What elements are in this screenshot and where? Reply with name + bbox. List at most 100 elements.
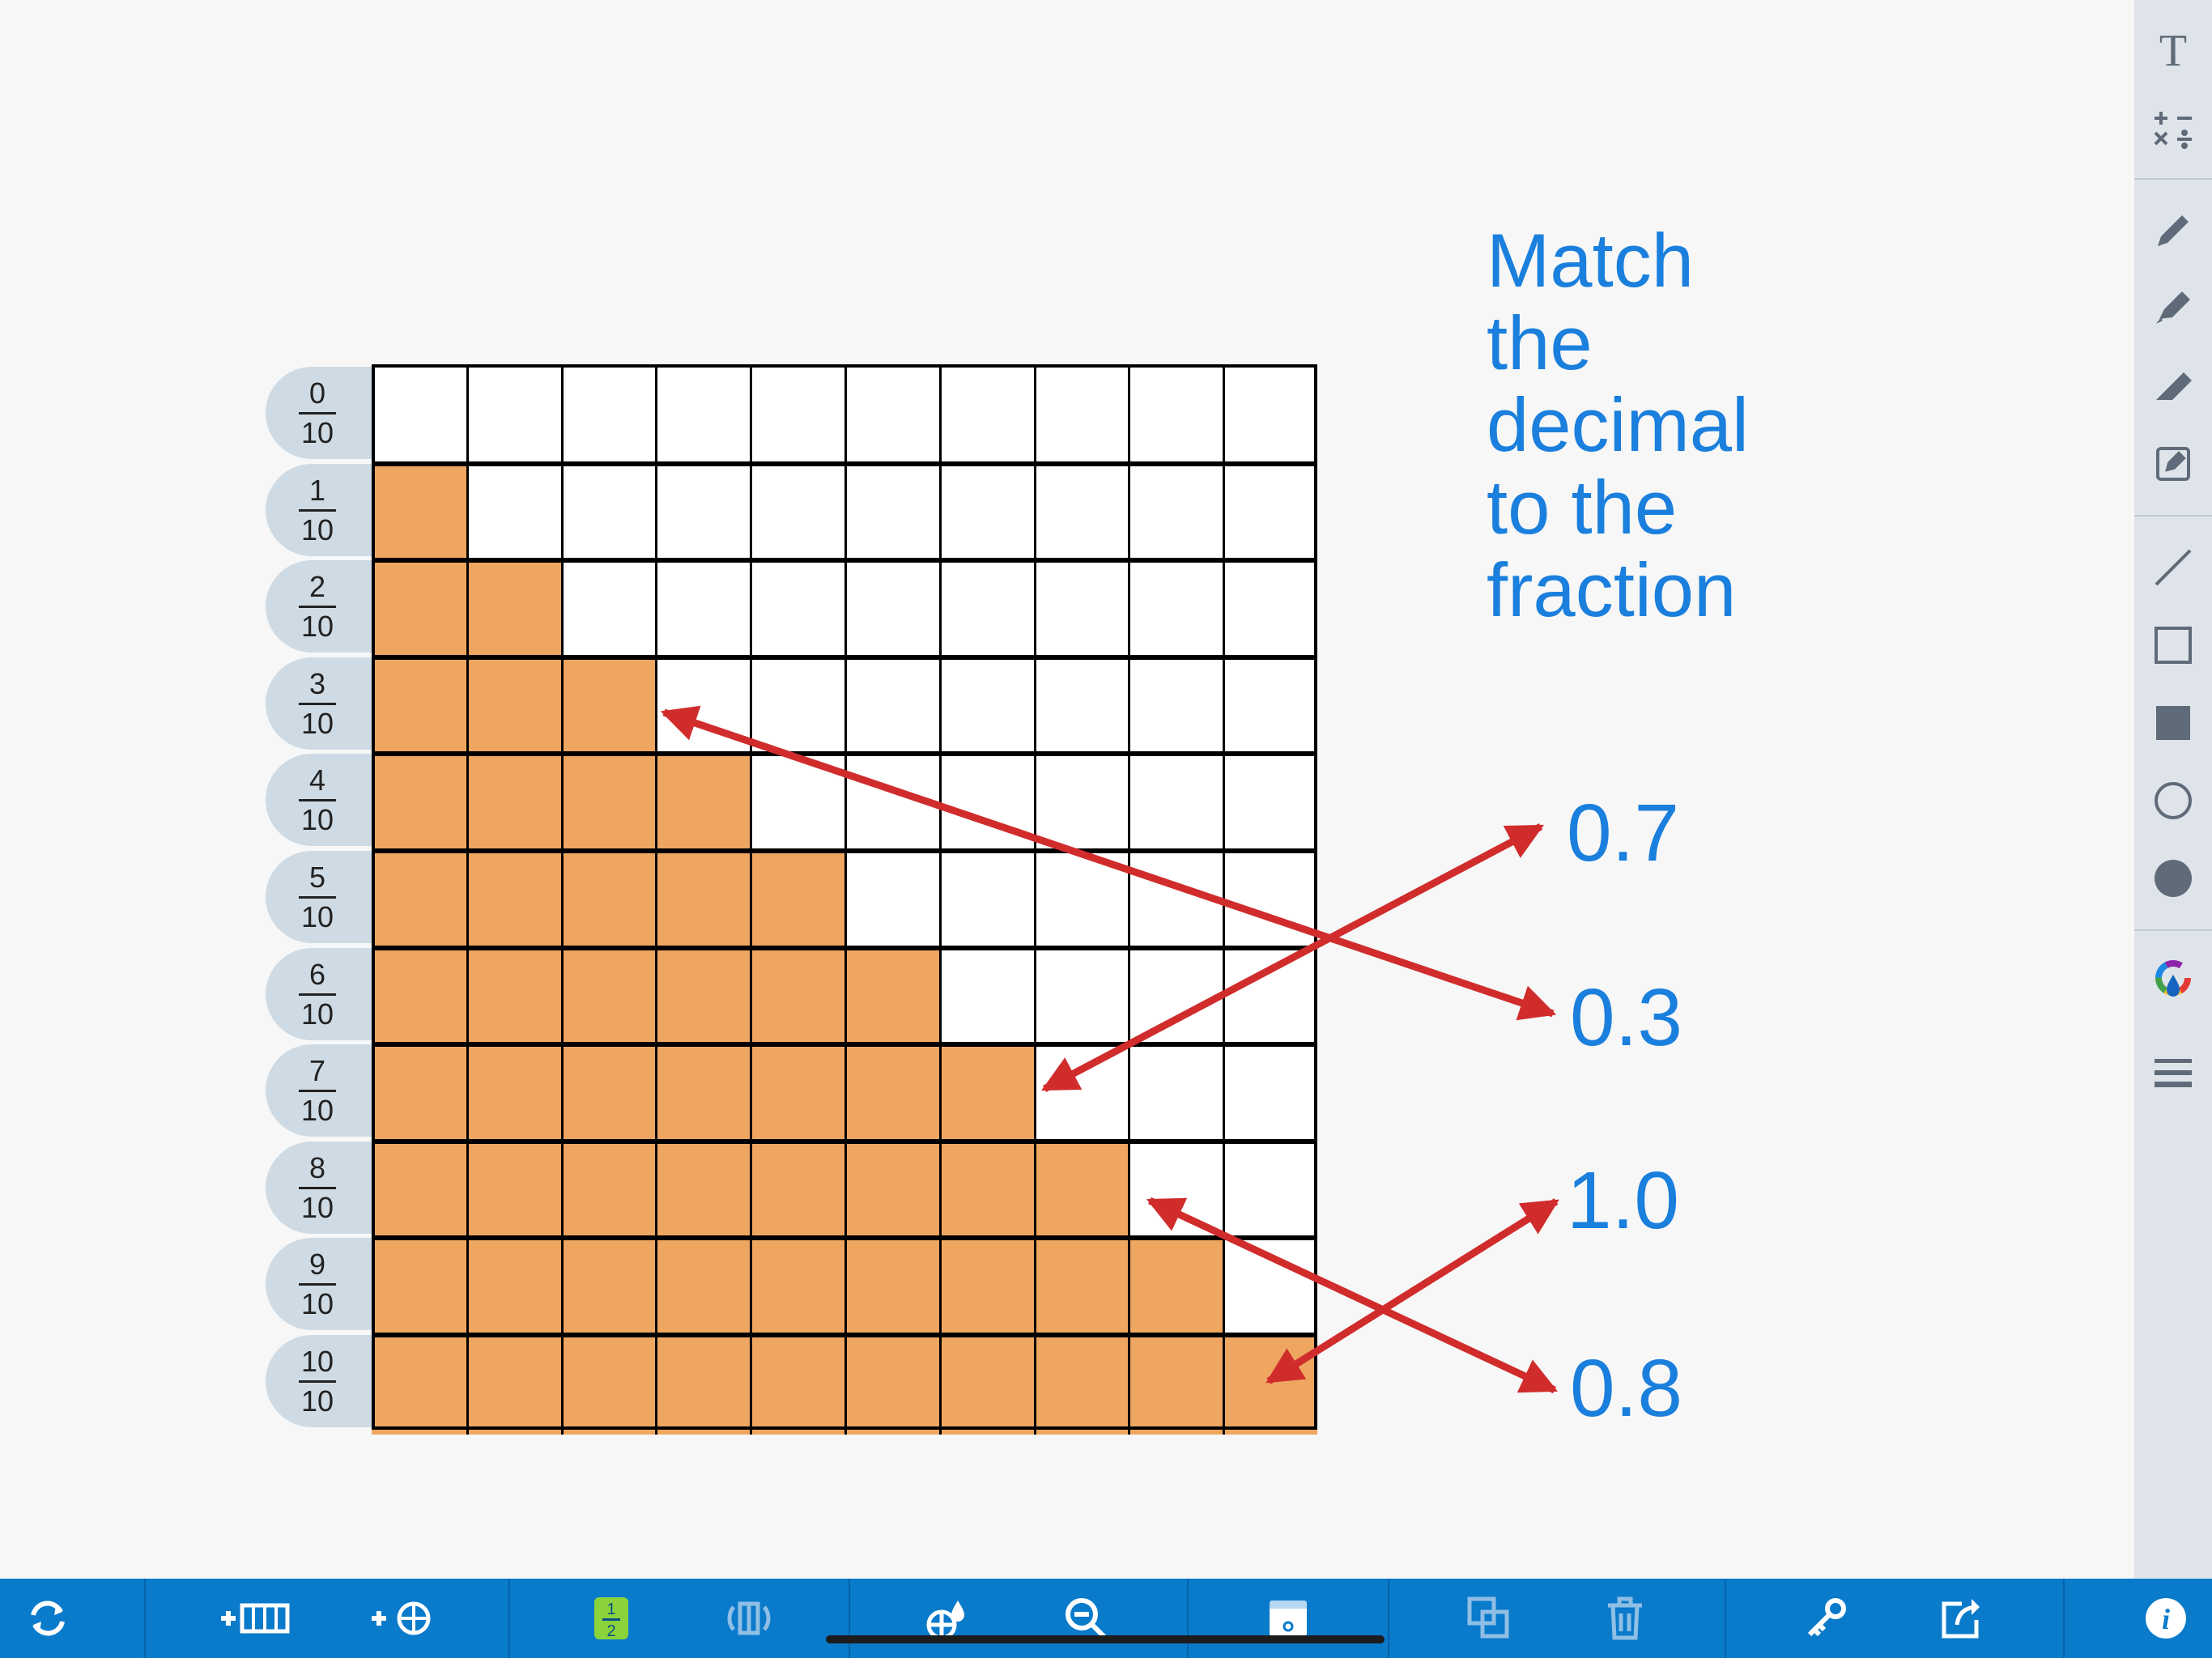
empty-cell[interactable]	[1128, 368, 1223, 465]
filled-cell[interactable]	[466, 853, 561, 950]
empty-cell[interactable]	[844, 756, 939, 853]
filled-cell[interactable]	[655, 1337, 750, 1435]
empty-cell[interactable]	[1128, 853, 1223, 950]
delete-icon[interactable]	[1580, 1579, 1670, 1658]
empty-cell[interactable]	[1034, 756, 1129, 853]
filled-cell[interactable]	[750, 950, 844, 1048]
empty-cell[interactable]	[655, 563, 750, 660]
filled-cell[interactable]	[372, 563, 466, 660]
filled-cell[interactable]	[466, 563, 561, 660]
grid-row[interactable]	[372, 1333, 1317, 1435]
empty-cell[interactable]	[750, 563, 844, 660]
filled-cell[interactable]	[372, 1337, 466, 1435]
hide-icon[interactable]	[1244, 1579, 1333, 1658]
empty-cell[interactable]	[1128, 1047, 1223, 1144]
text-icon[interactable]: T	[2134, 15, 2212, 87]
grid-row[interactable]	[372, 1235, 1317, 1337]
filled-cell[interactable]	[561, 660, 656, 757]
filled-cell[interactable]	[466, 1047, 561, 1144]
empty-cell[interactable]	[939, 950, 1034, 1048]
empty-cell[interactable]	[1034, 1047, 1129, 1144]
empty-cell[interactable]	[844, 368, 939, 465]
rectangle-filled-icon[interactable]	[2134, 687, 2212, 759]
filled-cell[interactable]	[372, 1240, 466, 1337]
fraction-tab[interactable]: 6 10	[266, 948, 375, 1040]
circle-filled-icon[interactable]	[2134, 842, 2212, 915]
empty-cell[interactable]	[844, 563, 939, 660]
filled-cell[interactable]	[844, 950, 939, 1048]
math-operations-icon[interactable]	[2134, 92, 2212, 165]
filled-cell[interactable]	[655, 756, 750, 853]
line-weight-icon[interactable]	[2134, 1036, 2212, 1109]
filled-cell[interactable]	[844, 1240, 939, 1337]
filled-cell[interactable]	[466, 756, 561, 853]
empty-cell[interactable]	[844, 466, 939, 563]
fraction-tab[interactable]: 8 10	[266, 1141, 375, 1234]
empty-cell[interactable]	[1223, 950, 1317, 1048]
empty-cell[interactable]	[372, 368, 466, 465]
filled-cell[interactable]	[561, 1337, 656, 1435]
circle-outline-icon[interactable]	[2134, 764, 2212, 837]
empty-cell[interactable]	[1128, 1144, 1223, 1241]
filled-cell[interactable]	[466, 1240, 561, 1337]
fraction-label-icon[interactable]: 1 2	[567, 1579, 656, 1658]
grid-row[interactable]	[372, 751, 1317, 853]
decimal-label[interactable]: 0.8	[1570, 1343, 1683, 1434]
empty-cell[interactable]	[1223, 756, 1317, 853]
filled-cell[interactable]	[750, 1047, 844, 1144]
fraction-tab[interactable]: 10 10	[266, 1335, 375, 1427]
empty-cell[interactable]	[1223, 466, 1317, 563]
decimal-label[interactable]: 0.7	[1567, 788, 1680, 878]
filled-cell[interactable]	[561, 853, 656, 950]
grid-row[interactable]	[372, 655, 1317, 757]
filled-cell[interactable]	[939, 1240, 1034, 1337]
share-icon[interactable]	[1917, 1579, 2006, 1658]
filled-cell[interactable]	[939, 1047, 1034, 1144]
empty-cell[interactable]	[1223, 1047, 1317, 1144]
empty-cell[interactable]	[561, 368, 656, 465]
fraction-tab[interactable]: 0 10	[266, 367, 375, 459]
filled-cell[interactable]	[561, 950, 656, 1048]
tenths-grid[interactable]	[372, 364, 1317, 1435]
fraction-tab[interactable]: 3 10	[266, 657, 375, 750]
eraser-icon[interactable]	[2134, 350, 2212, 423]
filled-cell[interactable]	[750, 1337, 844, 1435]
fraction-tab[interactable]: 9 10	[266, 1238, 375, 1330]
filled-cell[interactable]	[939, 1144, 1034, 1241]
flip-icon[interactable]	[704, 1579, 793, 1658]
filled-cell[interactable]	[939, 1337, 1034, 1435]
filled-cell[interactable]	[561, 756, 656, 853]
empty-cell[interactable]	[1223, 563, 1317, 660]
rectangle-outline-icon[interactable]	[2134, 609, 2212, 682]
filled-cell[interactable]	[466, 660, 561, 757]
empty-cell[interactable]	[1034, 853, 1129, 950]
filled-cell[interactable]	[372, 466, 466, 563]
empty-cell[interactable]	[1223, 660, 1317, 757]
empty-cell[interactable]	[1034, 466, 1129, 563]
empty-cell[interactable]	[1034, 368, 1129, 465]
empty-cell[interactable]	[655, 368, 750, 465]
grid-row[interactable]	[372, 364, 1317, 465]
filled-cell[interactable]	[750, 853, 844, 950]
filled-cell[interactable]	[561, 1047, 656, 1144]
empty-cell[interactable]	[939, 466, 1034, 563]
empty-cell[interactable]	[1128, 950, 1223, 1048]
empty-cell[interactable]	[1128, 466, 1223, 563]
filled-cell[interactable]	[372, 756, 466, 853]
empty-cell[interactable]	[939, 368, 1034, 465]
filled-cell[interactable]	[655, 1047, 750, 1144]
empty-cell[interactable]	[750, 660, 844, 757]
filled-cell[interactable]	[1034, 1337, 1129, 1435]
empty-cell[interactable]	[1128, 563, 1223, 660]
filled-cell[interactable]	[1034, 1240, 1129, 1337]
empty-cell[interactable]	[939, 563, 1034, 660]
line-icon[interactable]	[2134, 531, 2212, 604]
pen-icon[interactable]	[2134, 194, 2212, 267]
empty-cell[interactable]	[1128, 660, 1223, 757]
filled-cell[interactable]	[372, 950, 466, 1048]
empty-cell[interactable]	[655, 466, 750, 563]
filled-cell[interactable]	[1223, 1337, 1317, 1435]
filled-cell[interactable]	[844, 1047, 939, 1144]
filled-cell[interactable]	[561, 1144, 656, 1241]
fraction-tab[interactable]: 1 10	[266, 464, 375, 556]
